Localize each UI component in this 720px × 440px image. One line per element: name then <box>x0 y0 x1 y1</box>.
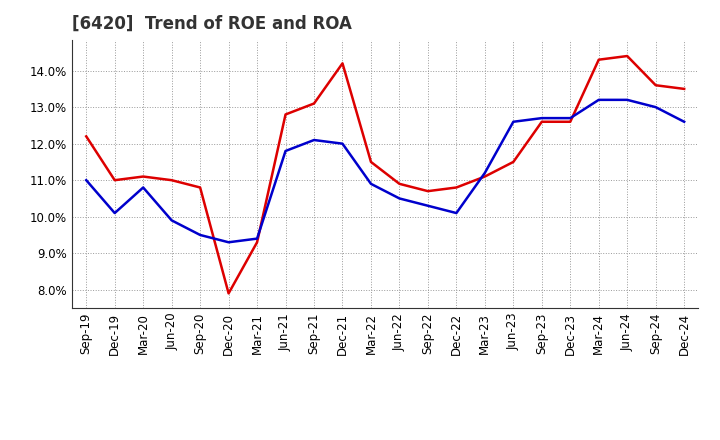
ROE <box>680 86 688 92</box>
ROE <box>366 159 375 165</box>
ROA <box>509 119 518 125</box>
ROA <box>423 203 432 209</box>
ROA <box>395 196 404 201</box>
ROE <box>225 291 233 296</box>
ROA <box>282 148 290 154</box>
ROE <box>82 134 91 139</box>
ROE <box>480 174 489 179</box>
ROE <box>282 112 290 117</box>
ROA <box>480 170 489 176</box>
ROA <box>623 97 631 103</box>
ROE <box>423 188 432 194</box>
ROE <box>623 53 631 59</box>
ROE <box>395 181 404 187</box>
ROA <box>595 97 603 103</box>
ROA <box>566 115 575 121</box>
ROA <box>196 232 204 238</box>
ROE <box>652 83 660 88</box>
ROA <box>680 119 688 125</box>
ROE <box>139 174 148 179</box>
ROA <box>366 181 375 187</box>
ROA <box>253 236 261 241</box>
ROE <box>452 185 461 190</box>
ROE <box>310 101 318 106</box>
ROA <box>652 105 660 110</box>
ROE <box>167 178 176 183</box>
ROE <box>196 185 204 190</box>
ROA <box>225 240 233 245</box>
ROA <box>310 137 318 143</box>
ROA <box>139 185 148 190</box>
ROA <box>82 178 91 183</box>
ROE <box>509 159 518 165</box>
ROA <box>338 141 347 147</box>
ROE <box>110 178 119 183</box>
Text: [6420]  Trend of ROE and ROA: [6420] Trend of ROE and ROA <box>72 15 352 33</box>
ROA <box>452 210 461 216</box>
ROA <box>167 218 176 223</box>
ROE <box>253 240 261 245</box>
ROE <box>338 61 347 66</box>
ROA <box>110 210 119 216</box>
ROA <box>537 115 546 121</box>
ROE <box>595 57 603 62</box>
ROE <box>537 119 546 125</box>
Line: ROA: ROA <box>86 100 684 242</box>
ROE <box>566 119 575 125</box>
Line: ROE: ROE <box>86 56 684 293</box>
